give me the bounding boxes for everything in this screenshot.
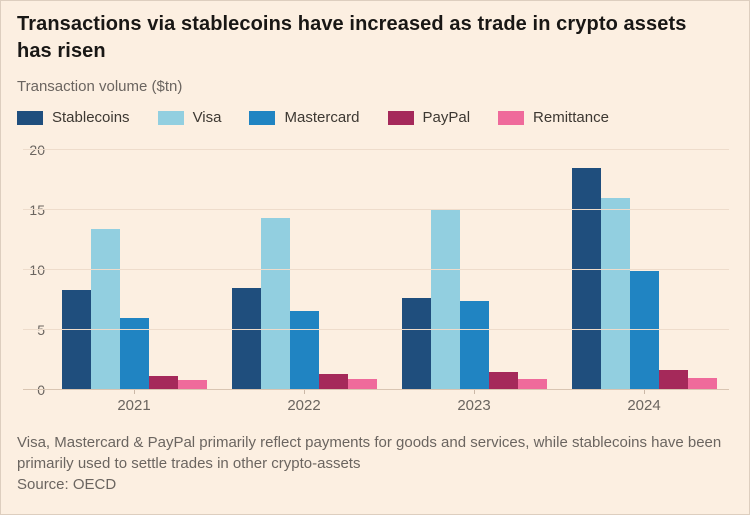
bar-remittance-2022 [347, 379, 377, 390]
chart-title-line2: has risen [17, 40, 106, 62]
x-tick-label: 2023 [457, 397, 491, 414]
legend-label: Visa [192, 109, 222, 126]
legend-item-visa: Visa [157, 109, 222, 126]
bar-mastercard-2023 [459, 301, 489, 390]
bar-visa-2022 [260, 218, 290, 390]
x-tick-label: 2021 [117, 397, 151, 414]
chart-footnote: Visa, Mastercard & PayPal primarily refl… [17, 432, 733, 474]
bar-paypal-2024 [658, 369, 688, 390]
bar-groups [49, 150, 729, 390]
y-tick-label-15: 15 [29, 202, 45, 218]
bar-group-2022 [219, 150, 389, 390]
gridline-10 [23, 269, 729, 270]
bar-chart: 0 5 10 15 20 2021 2022 2023 2024 [17, 142, 733, 416]
x-tick-2022: 2022 [219, 390, 389, 416]
bar-group-2024 [559, 150, 729, 390]
gridline-20 [23, 149, 729, 150]
x-axis-tickmark [474, 390, 475, 394]
x-tick-2024: 2024 [559, 390, 729, 416]
chart-source: Source: OECD [17, 476, 117, 493]
legend-label: PayPal [422, 109, 471, 126]
bar-stablecoins-2022 [231, 288, 261, 390]
bar-mastercard-2021 [119, 318, 149, 390]
chart-title: Transactions via stablecoins have increa… [17, 11, 733, 65]
y-tick-label-5: 5 [37, 322, 45, 338]
bar-remittance-2024 [687, 378, 717, 390]
x-tick-2023: 2023 [389, 390, 559, 416]
bar-visa-2021 [90, 229, 120, 390]
bar-stablecoins-2023 [401, 297, 431, 390]
x-axis-baseline [23, 389, 729, 390]
legend-swatch-mastercard [249, 110, 276, 125]
legend-item-stablecoins: Stablecoins [17, 109, 130, 126]
legend-item-paypal: PayPal [387, 109, 471, 126]
y-tick-label-20: 20 [29, 142, 45, 158]
legend-swatch-paypal [387, 110, 414, 125]
legend-label: Remittance [533, 109, 609, 126]
bar-stablecoins-2021 [61, 290, 91, 390]
bar-paypal-2022 [318, 374, 348, 390]
bar-visa-2023 [430, 208, 460, 390]
y-tick-label-10: 10 [29, 262, 45, 278]
legend-item-mastercard: Mastercard [249, 109, 360, 126]
x-axis-tickmark [304, 390, 305, 394]
y-tick-label-0: 0 [37, 382, 45, 398]
bar-remittance-2021 [177, 380, 207, 390]
legend-swatch-remittance [498, 110, 525, 125]
bar-group-2023 [389, 150, 559, 390]
bar-mastercard-2022 [289, 310, 319, 390]
legend-swatch-visa [157, 110, 184, 125]
legend-item-remittance: Remittance [498, 109, 609, 126]
y-axis-labels: 0 5 10 15 20 [17, 142, 49, 398]
bar-mastercard-2024 [629, 271, 659, 390]
x-axis-tickmark [134, 390, 135, 394]
bar-visa-2024 [600, 198, 630, 390]
bar-paypal-2023 [488, 372, 518, 390]
x-axis-labels: 2021 2022 2023 2024 [49, 390, 729, 416]
chart-legend: Stablecoins Visa Mastercard PayPal Remittanc… [17, 109, 733, 126]
x-tick-2021: 2021 [49, 390, 219, 416]
x-tick-label: 2022 [287, 397, 321, 414]
footnote-line1: Visa, Mastercard & PayPal primarily refl… [17, 434, 722, 451]
legend-label: Stablecoins [52, 109, 130, 126]
chart-title-line1: Transactions via stablecoins have increa… [17, 13, 687, 35]
x-axis-tickmark [644, 390, 645, 394]
bar-stablecoins-2024 [571, 168, 601, 390]
bar-group-2021 [49, 150, 219, 390]
chart-subtitle-units: Transaction volume ($tn) [17, 78, 183, 95]
x-tick-label: 2024 [627, 397, 661, 414]
bar-remittance-2023 [517, 379, 547, 390]
legend-swatch-stablecoins [17, 110, 43, 125]
bar-paypal-2021 [148, 375, 178, 390]
gridline-5 [23, 329, 729, 330]
legend-label: Mastercard [284, 109, 360, 126]
footnote-line2: primarily used to settle trades in other… [17, 455, 361, 472]
gridline-15 [23, 209, 729, 210]
plot-area [23, 149, 729, 390]
